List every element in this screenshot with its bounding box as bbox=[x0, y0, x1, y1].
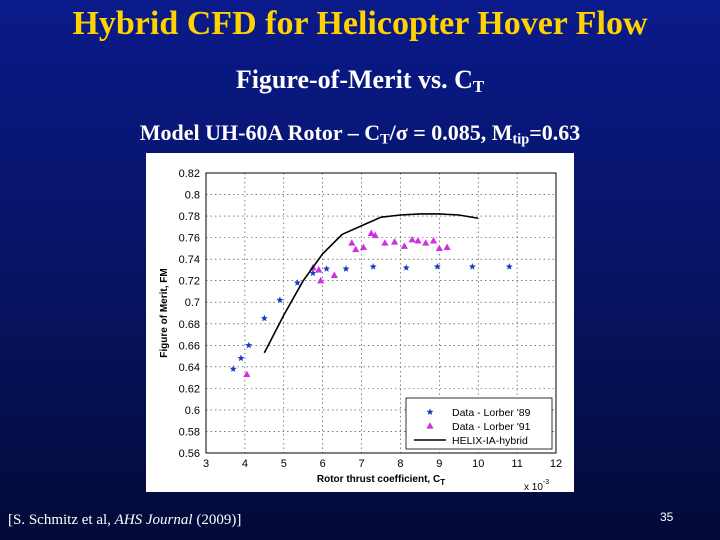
y-tick-label: 0.78 bbox=[179, 211, 200, 223]
subtitle-text: Figure-of-Merit vs. C bbox=[235, 65, 473, 94]
y-tick-label: 0.6 bbox=[185, 405, 200, 417]
legend-label: HELIX-IA-hybrid bbox=[452, 435, 528, 447]
data-point-lorber-91 bbox=[330, 271, 338, 278]
data-point-lorber-89 bbox=[323, 265, 330, 272]
x-tick-label: 8 bbox=[397, 458, 403, 470]
data-point-lorber-91 bbox=[435, 244, 443, 252]
y-axis-label: Figure of Merit, FM bbox=[159, 268, 170, 357]
data-point-lorber-89 bbox=[237, 354, 245, 362]
x-axis-multiplier: x 10-3 bbox=[524, 479, 549, 492]
y-tick-label: 0.62 bbox=[179, 383, 200, 395]
x-multiplier-base: x 10 bbox=[524, 482, 543, 492]
x-tick-label: 12 bbox=[550, 458, 562, 470]
x-axis-label-text: Rotor thrust coefficient, C bbox=[317, 474, 440, 485]
subtitle-subscript: T bbox=[472, 77, 485, 97]
y-tick-label: 0.64 bbox=[179, 362, 200, 374]
plot-frame bbox=[205, 172, 557, 454]
x-tick-label: 6 bbox=[320, 458, 326, 470]
data-point-lorber-89 bbox=[342, 265, 350, 272]
x-tick-label: 7 bbox=[358, 458, 364, 470]
model-subscript-2: tip bbox=[512, 131, 530, 148]
y-tick-label: 0.74 bbox=[179, 254, 200, 266]
model-text-1: Model UH-60A Rotor – C bbox=[139, 120, 381, 145]
y-tick-label: 0.66 bbox=[179, 340, 200, 352]
data-point-lorber-89 bbox=[309, 269, 317, 277]
y-tick-label: 0.68 bbox=[179, 319, 200, 331]
legend-swatch-triangle bbox=[426, 422, 434, 429]
citation-text-1: [S. Schmitz et al, bbox=[8, 512, 115, 528]
y-tick-label: 0.76 bbox=[179, 233, 200, 245]
series-line-helix bbox=[263, 213, 479, 354]
y-tick-label: 0.72 bbox=[179, 276, 200, 288]
data-point-lorber-91 bbox=[443, 243, 451, 250]
slide-subtitle: Figure-of-Merit vs. CT bbox=[0, 64, 720, 103]
data-point-lorber-91 bbox=[429, 237, 438, 244]
data-point-lorber-91 bbox=[400, 242, 408, 249]
y-tick-label: 0.56 bbox=[179, 448, 200, 460]
y-tick-label: 0.7 bbox=[185, 297, 200, 309]
data-point-lorber-91 bbox=[422, 239, 430, 246]
x-tick-label: 4 bbox=[242, 458, 248, 470]
data-point-lorber-91 bbox=[367, 229, 375, 236]
y-tick-label: 0.82 bbox=[179, 168, 200, 180]
x-multiplier-exponent: -3 bbox=[543, 479, 549, 486]
data-point-lorber-91 bbox=[371, 231, 379, 239]
x-tick-label: 11 bbox=[511, 458, 522, 470]
legend-label: Data - Lorber '91 bbox=[452, 421, 531, 433]
model-text-3: =0.63 bbox=[529, 120, 581, 145]
x-tick-label: 5 bbox=[281, 458, 287, 470]
data-point-lorber-91 bbox=[348, 239, 356, 246]
y-tick-label: 0.8 bbox=[185, 190, 200, 202]
data-point-lorber-91 bbox=[391, 238, 399, 245]
chart-panel: 3 4 5 6 7 8 9 10 11 12 0.82 0.8 0.78 0.76 0.74 0.72 0.7 0… bbox=[146, 153, 574, 492]
data-point-lorber-89 bbox=[505, 263, 513, 270]
data-point-lorber-91 bbox=[317, 276, 325, 284]
data-point-lorber-89 bbox=[229, 365, 237, 372]
legend-swatch-star bbox=[426, 408, 434, 415]
y-tick-label: 0.58 bbox=[179, 426, 200, 438]
data-point-lorber-91 bbox=[352, 245, 360, 253]
data-point-lorber-91 bbox=[381, 239, 389, 246]
data-point-lorber-89 bbox=[402, 264, 410, 271]
x-tick-label: 3 bbox=[203, 458, 209, 470]
page-number: 35 bbox=[660, 510, 674, 524]
data-point-lorber-89 bbox=[260, 314, 268, 322]
citation: [S. Schmitz et al, AHS Journal (2009)] bbox=[8, 510, 241, 530]
model-subscript-1: T bbox=[380, 131, 390, 148]
x-tick-label: 9 bbox=[436, 458, 442, 470]
citation-text-2: (2009)] bbox=[192, 512, 242, 528]
data-point-lorber-91 bbox=[408, 235, 416, 243]
data-point-lorber-91 bbox=[414, 237, 422, 244]
data-point-lorber-89 bbox=[369, 263, 377, 270]
data-point-lorber-89 bbox=[245, 341, 253, 349]
x-axis-label-subscript: T bbox=[440, 478, 445, 487]
fm-chart: 3 4 5 6 7 8 9 10 11 12 0.82 0.8 0.78 0.76 0.74 0.72 0.7 0… bbox=[159, 168, 562, 492]
data-point-lorber-89 bbox=[468, 263, 476, 270]
data-point-lorber-89 bbox=[433, 263, 441, 270]
citation-journal: AHS Journal bbox=[114, 512, 193, 528]
legend-label: Data - Lorber '89 bbox=[452, 407, 531, 419]
data-point-lorber-91 bbox=[315, 266, 323, 273]
x-axis-label: Rotor thrust coefficient, CT bbox=[317, 474, 445, 487]
data-point-lorber-89 bbox=[293, 279, 301, 286]
model-text-2: /σ = 0.085, M bbox=[389, 120, 513, 145]
data-point-lorber-89 bbox=[276, 296, 284, 303]
x-tick-label: 10 bbox=[472, 458, 484, 470]
slide-title: Hybrid CFD for Helicopter Hover Flow bbox=[72, 5, 648, 42]
model-description: Model UH-60A Rotor – CT/σ = 0.085, Mtip=… bbox=[0, 118, 720, 155]
data-point-lorber-91 bbox=[359, 243, 368, 250]
data-point-lorber-91 bbox=[243, 370, 251, 378]
chart-legend: Data - Lorber '89 Data - Lorber '91 HELIX-… bbox=[405, 397, 553, 450]
